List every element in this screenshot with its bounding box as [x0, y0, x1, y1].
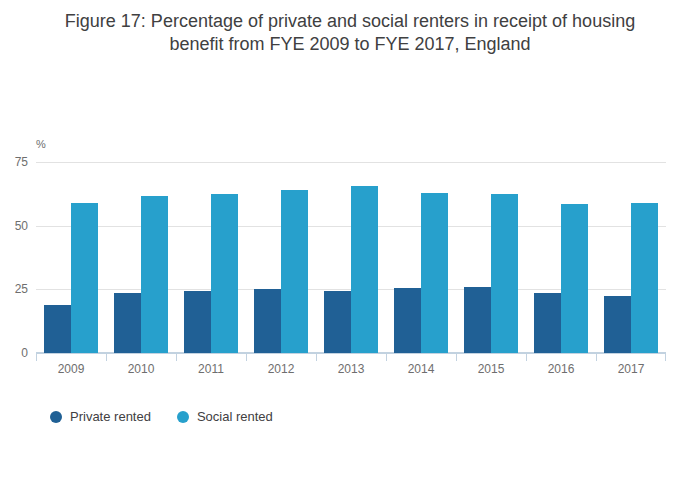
legend-item-private-rented[interactable]: Private rented — [50, 409, 151, 424]
x-axis-tick — [665, 354, 666, 361]
bar-social-rented-2010[interactable] — [141, 196, 168, 353]
bar-social-rented-2016[interactable] — [561, 204, 588, 353]
bar-group-2016 — [526, 162, 596, 353]
legend-marker-social-icon — [177, 411, 189, 423]
x-axis-labels: 200920102011201220132014201520162017 — [36, 362, 666, 378]
bar-social-rented-2012[interactable] — [281, 190, 308, 353]
bar-private-rented-2014[interactable] — [394, 288, 421, 353]
x-axis-tick — [596, 354, 597, 361]
y-axis-label-50: 50 — [0, 219, 28, 233]
bar-group-2012 — [246, 162, 316, 353]
x-axis-tick — [36, 354, 37, 361]
x-axis-label-2015: 2015 — [456, 362, 526, 376]
x-axis-label-2011: 2011 — [176, 362, 246, 376]
bar-private-rented-2010[interactable] — [114, 293, 141, 353]
x-axis-tick — [526, 354, 527, 361]
bar-private-rented-2012[interactable] — [254, 289, 281, 353]
x-axis-tick — [106, 354, 107, 361]
x-axis-label-2013: 2013 — [316, 362, 386, 376]
chart-canvas: Figure 17: Percentage of private and soc… — [0, 0, 700, 502]
bar-private-rented-2013[interactable] — [324, 291, 351, 353]
bar-group-2014 — [386, 162, 456, 353]
y-axis-label-0: 0 — [0, 346, 28, 360]
x-axis-tick — [386, 354, 387, 361]
y-axis-unit-label: % — [36, 138, 46, 150]
bar-group-2009 — [36, 162, 106, 353]
x-axis-tick — [246, 354, 247, 361]
bar-private-rented-2016[interactable] — [534, 293, 561, 353]
plot-area — [36, 162, 666, 353]
bar-group-2015 — [456, 162, 526, 353]
x-axis-tick — [176, 354, 177, 361]
x-axis-tick — [316, 354, 317, 361]
x-axis-tick — [456, 354, 457, 361]
y-axis-label-25: 25 — [0, 282, 28, 296]
bar-private-rented-2017[interactable] — [604, 296, 631, 353]
x-axis-label-2017: 2017 — [596, 362, 666, 376]
bar-group-2010 — [106, 162, 176, 353]
bar-social-rented-2015[interactable] — [491, 194, 518, 353]
y-axis-label-75: 75 — [0, 155, 28, 169]
legend-marker-private-icon — [50, 411, 62, 423]
bar-private-rented-2011[interactable] — [184, 291, 211, 353]
x-axis-ticks — [36, 353, 666, 361]
bar-group-2011 — [176, 162, 246, 353]
chart-title: Figure 17: Percentage of private and soc… — [50, 10, 650, 55]
legend: Private rented Social rented — [50, 409, 273, 424]
bar-group-2017 — [596, 162, 666, 353]
bar-social-rented-2009[interactable] — [71, 203, 98, 353]
x-axis-label-2010: 2010 — [106, 362, 176, 376]
legend-label-social-rented: Social rented — [197, 409, 273, 424]
x-axis-label-2014: 2014 — [386, 362, 456, 376]
bar-social-rented-2013[interactable] — [351, 186, 378, 353]
bar-group-2013 — [316, 162, 386, 353]
bar-social-rented-2011[interactable] — [211, 194, 238, 353]
bar-social-rented-2014[interactable] — [421, 193, 448, 353]
legend-item-social-rented[interactable]: Social rented — [177, 409, 273, 424]
legend-label-private-rented: Private rented — [70, 409, 151, 424]
bar-private-rented-2015[interactable] — [464, 287, 491, 353]
x-axis-label-2009: 2009 — [36, 362, 106, 376]
bar-social-rented-2017[interactable] — [631, 203, 658, 353]
x-axis-label-2016: 2016 — [526, 362, 596, 376]
x-axis-label-2012: 2012 — [246, 362, 316, 376]
bar-private-rented-2009[interactable] — [44, 305, 71, 353]
